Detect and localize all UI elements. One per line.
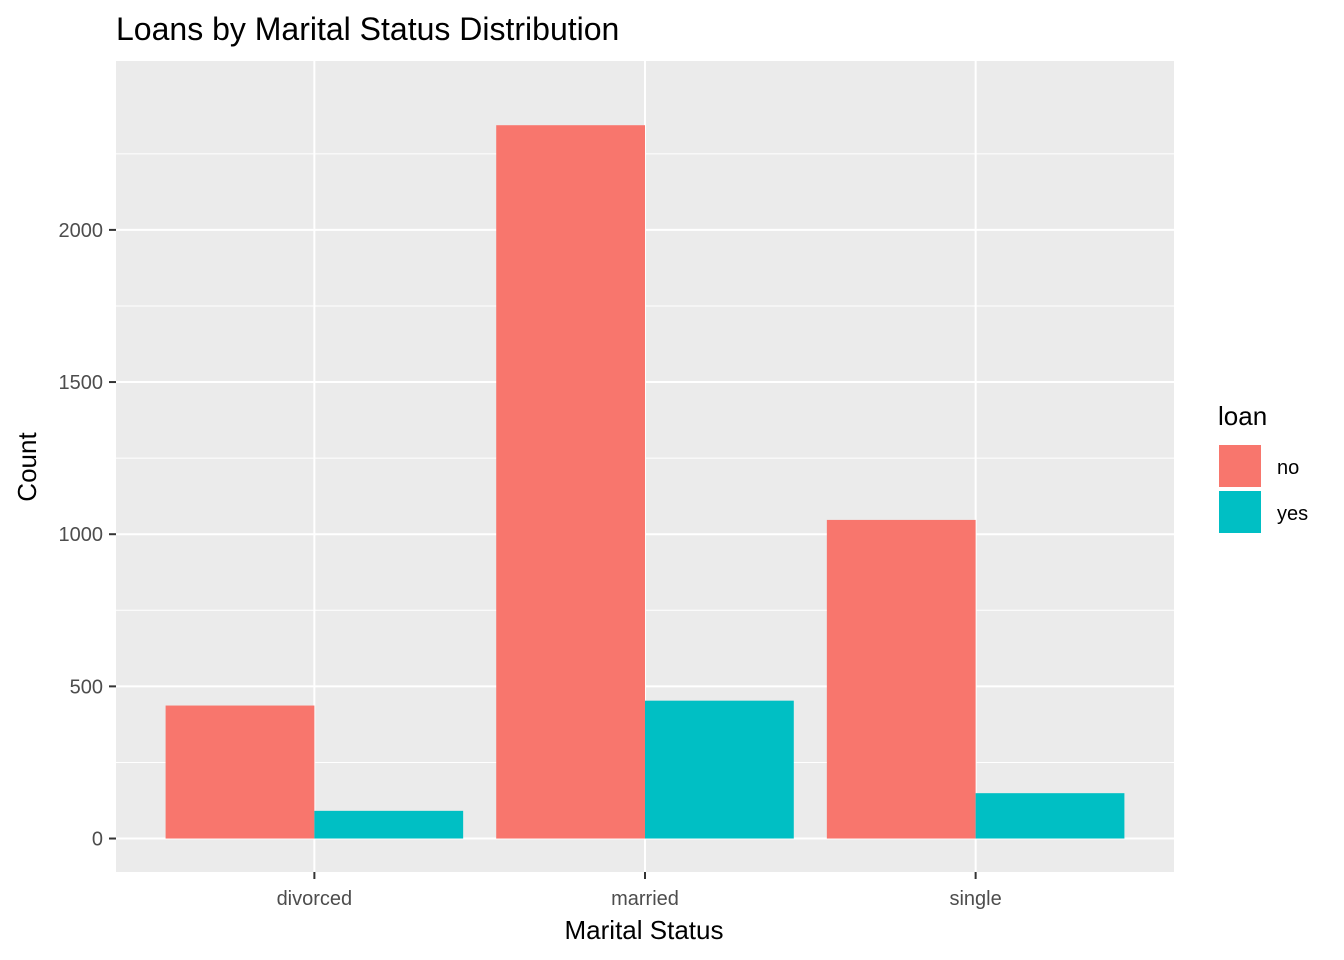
y-tick-label: 2000 [59,220,104,242]
x-tick-label: single [949,888,1001,910]
y-axis: 0 500 1000 1500 2000 [59,220,116,851]
bar-yes-married [645,700,794,839]
y-tick-label: 1500 [59,372,104,394]
x-axis-title: Marital Status [565,915,724,945]
x-tick-label: divorced [277,888,353,910]
y-axis-title: Count [12,432,42,502]
bar-yes-divorced [314,810,464,839]
bar-yes-single [975,793,1125,839]
chart-title: Loans by Marital Status Distribution [116,11,619,47]
legend: loan no yes [1217,401,1308,535]
x-tick-label: married [611,888,679,910]
bars [165,125,1125,839]
legend-label-no: no [1277,457,1299,479]
bar-no-married [496,125,645,839]
legend-title: loan [1218,401,1267,431]
legend-key-no [1217,443,1263,489]
y-tick-label: 0 [92,829,103,851]
legend-key-yes [1217,489,1263,535]
legend-label-yes: yes [1277,503,1308,525]
y-tick-label: 500 [70,676,103,698]
bar-no-divorced [165,705,315,839]
x-axis: divorced married single [277,872,1002,910]
bar-no-single [826,519,976,839]
y-tick-label: 1000 [59,524,104,546]
